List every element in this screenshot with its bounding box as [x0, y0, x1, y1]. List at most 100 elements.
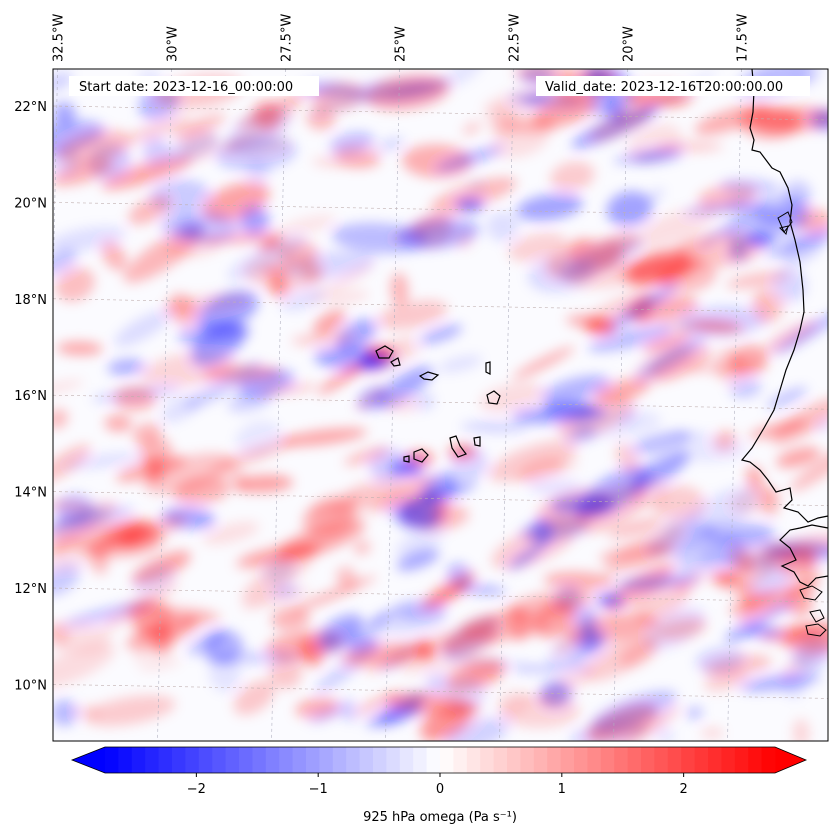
colorbar-band	[493, 747, 508, 773]
valid-date-text: Valid_date: 2023-12-16T20:00:00.00	[545, 80, 783, 95]
colorbar-band	[453, 747, 468, 773]
ascent-blob	[53, 444, 91, 484]
ascent-blob	[101, 241, 127, 271]
colorbar-band	[520, 747, 535, 773]
descent-blob	[567, 426, 597, 443]
omega-feature	[390, 461, 418, 475]
ascent-blob	[279, 214, 336, 236]
ascent-blob	[402, 144, 473, 178]
colorbar-band	[332, 747, 347, 773]
ascent-blob	[598, 543, 675, 564]
ascent-blob	[172, 114, 227, 139]
colorbar-band	[359, 747, 374, 773]
omega-feature	[746, 233, 774, 247]
ascent-blob	[441, 629, 503, 655]
descent-blob	[574, 606, 598, 631]
descent-blob	[764, 228, 828, 257]
descent-blob	[764, 601, 793, 618]
colorbar-band	[533, 747, 548, 773]
ascent-blob	[594, 378, 650, 403]
ascent-blob	[53, 622, 112, 654]
colorbar-gradient	[70, 746, 808, 774]
ascent-blob	[55, 267, 95, 302]
ascent-blob	[553, 633, 582, 655]
ascent-blob	[655, 142, 724, 152]
ascent-blob	[776, 447, 821, 468]
descent-blob	[190, 321, 246, 367]
colorbar-band	[721, 747, 736, 773]
descent-blob	[618, 409, 638, 425]
descent-blob	[632, 150, 684, 164]
ascent-blob	[241, 548, 316, 603]
omega-feature	[586, 321, 614, 335]
ascent-blob	[325, 290, 370, 305]
africa-coastline	[740, 68, 829, 523]
ascent-blob	[227, 462, 248, 493]
header-valid-date: Valid_date: 2023-12-16T20:00:00.00	[536, 76, 810, 96]
descent-blob	[744, 626, 783, 638]
descent-blob	[729, 377, 762, 399]
colorbar-band	[212, 747, 227, 773]
ascent-blob	[745, 465, 764, 492]
ascent-blob	[653, 617, 707, 641]
descent-blob	[340, 698, 358, 723]
descent-blob	[413, 392, 435, 411]
descent-blob	[674, 533, 745, 573]
omega-field-blobs	[53, 69, 828, 741]
descent-blob	[239, 205, 270, 236]
descent-blob	[753, 196, 809, 225]
ascent-blob	[543, 571, 614, 590]
ascent-blob	[506, 608, 532, 641]
descent-blob	[53, 563, 80, 596]
colorbar-low-extension	[72, 747, 105, 773]
colorbar-band	[373, 747, 387, 773]
descent-blob	[378, 606, 447, 635]
colorbar-band	[734, 747, 749, 773]
descent-blob	[336, 318, 377, 353]
descent-blob	[308, 87, 393, 115]
descent-blob	[160, 210, 240, 243]
omega-feature	[448, 445, 476, 459]
descent-blob	[508, 543, 545, 570]
ascent-blob	[462, 121, 481, 136]
ascent-blob	[771, 398, 828, 445]
ascent-blob	[421, 706, 479, 741]
descent-blob	[438, 355, 483, 373]
colorbar-band	[748, 747, 763, 773]
descent-blob	[780, 671, 807, 698]
ascent-blob	[53, 159, 115, 186]
descent-blob	[202, 651, 299, 664]
omega-field	[53, 69, 828, 741]
ascent-blob	[700, 727, 725, 739]
africa-coastline-south	[779, 524, 829, 587]
colorbar-band	[386, 747, 401, 773]
ascent-blob	[308, 263, 375, 304]
descent-blob	[208, 656, 241, 692]
ascent-blob	[512, 346, 575, 380]
latitude-label: 16°N	[14, 389, 47, 404]
meridian-line	[385, 69, 400, 741]
descent-blob	[604, 283, 678, 334]
colorbar-tick-label: 1	[558, 782, 566, 797]
descent-blob	[226, 107, 291, 153]
colorbar-band	[587, 747, 602, 773]
descent-blob	[588, 325, 674, 352]
ascent-blob	[313, 310, 346, 334]
ascent-blob	[487, 104, 517, 138]
ascent-blob	[780, 626, 828, 653]
ascent-blob	[755, 294, 775, 324]
colorbar-tick-label: −2	[187, 782, 206, 797]
island-sao-vicente	[390, 357, 401, 367]
ascent-blob	[674, 232, 762, 268]
ascent-blob	[686, 362, 769, 374]
descent-blob	[419, 324, 463, 344]
descent-blob	[774, 310, 828, 354]
ascent-blob	[208, 438, 298, 473]
colorbar-band	[306, 747, 320, 773]
omega-feature	[456, 198, 484, 212]
ascent-blob	[104, 414, 133, 432]
descent-blob	[366, 704, 423, 728]
ascent-blob	[785, 587, 814, 617]
longitude-label: 20°W	[622, 26, 637, 62]
descent-blob	[511, 405, 608, 424]
